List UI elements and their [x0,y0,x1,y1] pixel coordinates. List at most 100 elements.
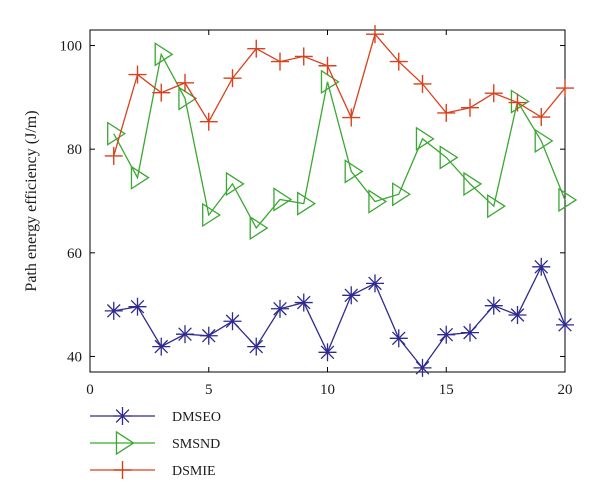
data-point-dmseo [389,329,408,348]
data-point-smsnd [178,86,198,111]
data-point-smsnd [439,145,459,170]
data-point-dmseo [532,257,551,276]
asterisk-stroke [344,288,359,303]
data-point-dsmie [176,73,194,92]
triangle-shape [487,193,506,219]
triangle-shape [130,165,150,190]
data-point-dmseo [366,274,384,293]
data-point-dmseo [342,286,361,305]
data-point-smsnd [344,159,364,184]
asterisk-stroke [130,299,145,314]
data-point-smsnd [487,193,506,219]
data-point-dsmie [271,52,289,71]
series-smsnd [107,42,578,241]
data-point-dsmie [437,103,456,122]
data-point-dmseo [152,337,171,356]
triangle-shape [273,187,293,212]
legend-item-dsmie: DSMIE [90,461,216,479]
triangle-shape [202,202,221,228]
asterisk-stroke [486,298,501,313]
y-tick-label: 80 [67,142,82,158]
triangle-shape [463,171,483,197]
data-point-dsmie [508,93,527,112]
data-point-smsnd [392,182,411,207]
x-tick-label: 15 [439,382,454,398]
x-tick-label: 20 [558,382,573,398]
data-point-dmseo [223,312,242,331]
asterisk-stroke [106,304,121,318]
data-point-smsnd [534,128,554,154]
legend-item-smsnd: SMSND [90,430,220,456]
x-tick-label: 10 [320,382,335,398]
asterisk-stroke [115,409,130,423]
data-point-smsnd [368,189,388,214]
triangle-shape [320,69,340,95]
series-line-dmseo [113,265,566,369]
data-point-dsmie [532,108,551,127]
triangle-shape [154,42,174,67]
data-point-dmseo [437,325,456,344]
data-point-smsnd [154,42,174,67]
data-point-smsnd [202,202,221,228]
data-point-dsmie [199,112,218,131]
asterisk-stroke [463,325,477,340]
data-point-dmseo [318,343,337,362]
asterisk-stroke [225,314,240,329]
data-point-dmseo [128,297,147,316]
y-tick-label: 100 [60,39,83,55]
plot-frame [89,29,566,373]
data-point-dmseo [484,296,503,315]
legend-label: DMSEO [172,410,221,425]
asterisk-stroke [510,308,525,322]
triangle-shape [297,191,316,216]
data-point-dsmie [318,56,337,75]
asterisk-stroke [368,276,382,291]
triangle-shape [415,126,435,152]
data-point-smsnd [249,215,269,241]
triangle-shape [558,187,578,213]
asterisk-stroke [415,361,430,375]
data-point-dsmie [413,74,432,93]
data-point-dmseo [271,299,289,318]
series-line-smsnd [113,52,566,230]
series-dmseo [104,257,574,377]
legend-marker [115,430,135,456]
data-point-smsnd [558,187,578,213]
data-point-smsnd [510,89,530,114]
data-point-dmseo [199,326,218,345]
data-point-smsnd [415,126,435,152]
y-tick-label: 40 [67,349,82,365]
plot-area [89,29,566,373]
data-point-dsmie [294,47,313,66]
data-point-dsmie [223,69,242,88]
series-dsmie [104,25,574,165]
triangle-shape [392,182,411,207]
triangle-shape [439,145,459,170]
asterisk-stroke [320,345,335,360]
asterisk-stroke [154,339,169,354]
x-tick-label: 0 [86,382,94,398]
series-layer [104,25,578,377]
triangle-shape [225,171,245,197]
legend-item-dmseo: DMSEO [90,407,221,425]
data-point-dsmie [104,146,123,165]
triangle-shape [107,121,126,146]
triangle-shape [368,189,388,214]
data-point-smsnd [107,121,126,146]
data-point-dmseo [461,323,479,342]
data-point-dsmie [366,25,384,44]
asterisk-stroke [439,327,454,342]
data-point-smsnd [225,171,245,197]
legend-marker [113,407,132,425]
data-point-dsmie [128,65,147,84]
data-point-smsnd [273,187,293,212]
legend-marker [113,461,132,479]
x-tick-label: 5 [205,382,213,398]
asterisk-stroke [391,331,406,346]
data-point-smsnd [320,69,340,95]
data-point-dmseo [247,337,266,356]
triangle-shape [178,86,198,111]
triangle-shape [510,89,530,114]
data-point-dmseo [413,358,432,377]
